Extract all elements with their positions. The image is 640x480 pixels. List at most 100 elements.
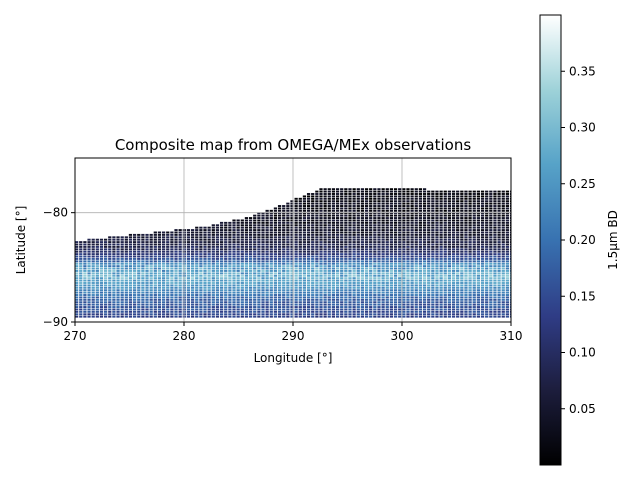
heatmap-cell bbox=[286, 250, 290, 253]
heatmap-cell bbox=[83, 272, 87, 275]
heatmap-cell bbox=[377, 262, 381, 265]
heatmap-cell bbox=[460, 282, 464, 284]
heatmap-cell bbox=[311, 308, 315, 311]
heatmap-cell bbox=[282, 313, 286, 316]
heatmap-cell bbox=[224, 313, 228, 316]
heatmap-cell bbox=[99, 241, 104, 244]
heatmap-cell bbox=[344, 190, 348, 193]
heatmap-cell bbox=[489, 291, 493, 294]
heatmap-cell bbox=[410, 226, 414, 229]
heatmap-cell bbox=[112, 262, 116, 265]
heatmap-cell bbox=[410, 253, 414, 256]
heatmap-cell bbox=[348, 270, 352, 272]
heatmap-cell bbox=[207, 236, 211, 239]
y-tick-label: −90 bbox=[43, 315, 68, 329]
heatmap-cell bbox=[385, 306, 389, 308]
heatmap-cell bbox=[116, 245, 120, 248]
heatmap-cell bbox=[228, 238, 232, 241]
heatmap-cell bbox=[261, 306, 265, 308]
heatmap-cell bbox=[398, 289, 402, 292]
heatmap-cell bbox=[369, 277, 373, 280]
heatmap-cell bbox=[356, 238, 360, 241]
heatmap-cell bbox=[493, 294, 497, 296]
heatmap-cell bbox=[406, 306, 410, 308]
heatmap-cell bbox=[195, 310, 199, 313]
heatmap-cell bbox=[240, 241, 244, 244]
heatmap-cell bbox=[410, 190, 414, 193]
heatmap-cell bbox=[497, 209, 501, 212]
heatmap-cell bbox=[406, 195, 410, 198]
heatmap-cell bbox=[377, 279, 381, 282]
heatmap-cell bbox=[389, 306, 394, 308]
heatmap-cell bbox=[427, 207, 431, 210]
heatmap-cell bbox=[195, 306, 199, 308]
heatmap-cell bbox=[431, 255, 435, 258]
heatmap-cell bbox=[435, 291, 439, 294]
heatmap-cell bbox=[456, 294, 460, 296]
heatmap-cell bbox=[369, 294, 373, 296]
heatmap-cell bbox=[95, 250, 99, 253]
heatmap-cell bbox=[443, 238, 447, 241]
heatmap-cell bbox=[402, 200, 406, 203]
heatmap-cell bbox=[232, 236, 236, 239]
heatmap-cell bbox=[418, 301, 423, 304]
heatmap-cell bbox=[414, 224, 418, 227]
heatmap-cell bbox=[447, 238, 452, 241]
heatmap-cell bbox=[253, 313, 257, 316]
heatmap-cell bbox=[422, 224, 427, 227]
heatmap-cell bbox=[166, 272, 170, 275]
heatmap-cell bbox=[509, 257, 511, 260]
heatmap-cell bbox=[153, 296, 157, 299]
heatmap-cell bbox=[443, 190, 447, 193]
heatmap-cell bbox=[91, 270, 95, 272]
heatmap-cell bbox=[282, 221, 286, 224]
heatmap-cell bbox=[406, 209, 410, 212]
heatmap-cell bbox=[439, 282, 443, 284]
heatmap-cell bbox=[224, 262, 228, 265]
heatmap-cell bbox=[493, 279, 497, 282]
heatmap-cell bbox=[178, 231, 182, 234]
heatmap-cell bbox=[352, 296, 356, 299]
heatmap-cell bbox=[302, 303, 307, 306]
heatmap-cell bbox=[385, 262, 389, 265]
heatmap-cell bbox=[414, 229, 418, 232]
heatmap-cell bbox=[277, 296, 282, 299]
heatmap-cell bbox=[485, 315, 489, 318]
heatmap-cell bbox=[472, 313, 476, 316]
heatmap-cell bbox=[418, 217, 423, 219]
x-tick-label: 290 bbox=[282, 329, 305, 343]
heatmap-cell bbox=[211, 277, 215, 280]
heatmap-cell bbox=[493, 291, 497, 294]
heatmap-cell bbox=[269, 214, 273, 217]
heatmap-cell bbox=[294, 253, 298, 256]
heatmap-cell bbox=[373, 236, 377, 239]
heatmap-cell bbox=[489, 229, 493, 232]
heatmap-cell bbox=[348, 241, 352, 244]
heatmap-cell bbox=[124, 243, 128, 246]
heatmap-cell bbox=[124, 310, 128, 313]
heatmap-cell bbox=[497, 272, 501, 275]
heatmap-cell bbox=[120, 262, 124, 265]
heatmap-cell bbox=[108, 257, 112, 260]
heatmap-cell bbox=[480, 303, 485, 306]
heatmap-cell bbox=[257, 221, 261, 224]
heatmap-cell bbox=[240, 274, 244, 277]
heatmap-cell bbox=[406, 301, 410, 304]
heatmap-cell bbox=[199, 286, 203, 289]
heatmap-cell bbox=[439, 214, 443, 217]
heatmap-cell bbox=[161, 270, 166, 272]
heatmap-cell bbox=[315, 224, 319, 227]
heatmap-cell bbox=[145, 238, 149, 241]
heatmap-cell bbox=[406, 193, 410, 195]
heatmap-cell bbox=[460, 202, 464, 205]
heatmap-cell bbox=[418, 188, 423, 191]
heatmap-cell bbox=[137, 265, 141, 268]
heatmap-cell bbox=[497, 260, 501, 263]
heatmap-cell bbox=[149, 277, 153, 280]
heatmap-cell bbox=[215, 289, 220, 292]
heatmap-cell bbox=[456, 250, 460, 253]
heatmap-cell bbox=[489, 267, 493, 270]
heatmap-cell bbox=[79, 310, 83, 313]
heatmap-cell bbox=[190, 272, 195, 275]
heatmap-cell bbox=[472, 308, 476, 311]
